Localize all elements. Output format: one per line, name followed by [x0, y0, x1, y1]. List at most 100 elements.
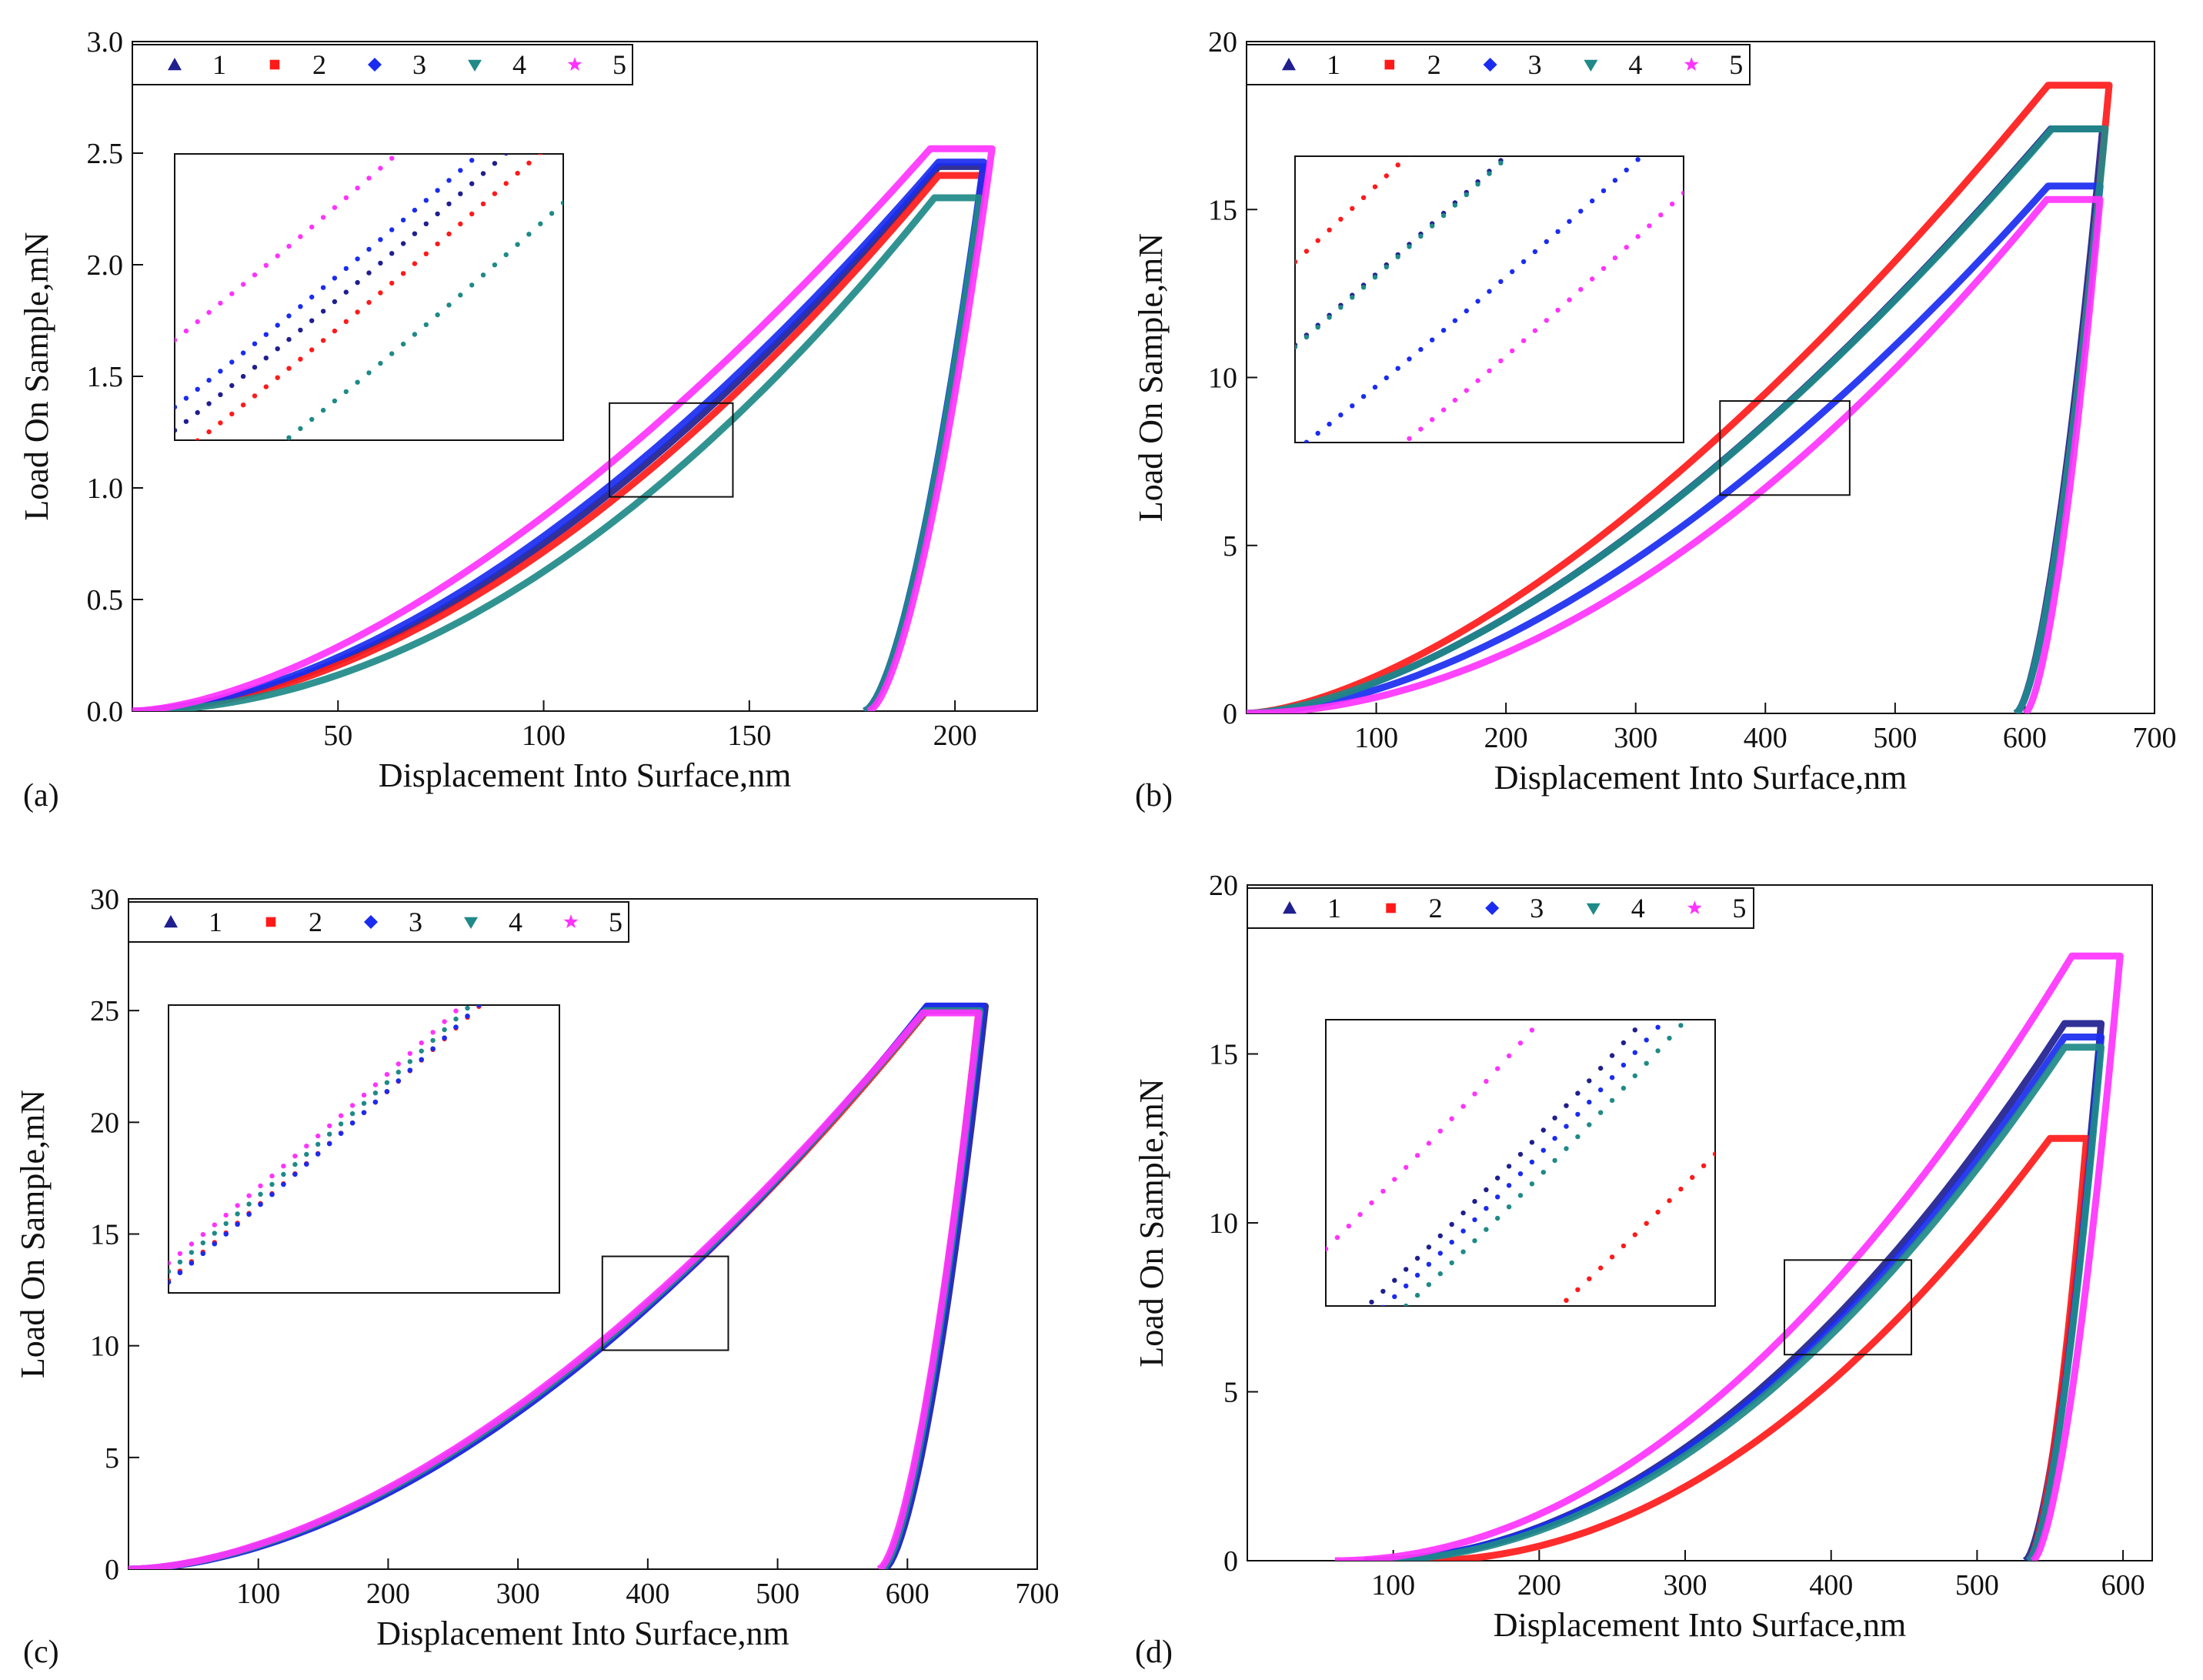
inset-point-2: [1464, 96, 1469, 101]
y-tick-label: 2.0: [87, 249, 124, 282]
curve-group: [1334, 952, 2124, 1561]
inset-point-3: [1347, 1336, 1351, 1341]
inset-point-3: [1540, 1147, 1547, 1153]
x-tick-label: 400: [626, 1578, 669, 1610]
inset-point-4: [235, 1211, 240, 1217]
inset-point-3: [195, 386, 200, 392]
inset-point-5: [1452, 397, 1458, 403]
inset-point-4: [269, 1181, 275, 1187]
inset-point-2: [275, 375, 280, 380]
inset-point-3: [175, 404, 178, 410]
inset-point-4: [1544, 118, 1549, 122]
inset-point-5: [169, 1261, 172, 1266]
inset-point-1: [195, 409, 200, 416]
inset-point-2: [1392, 1448, 1397, 1452]
inset-point-5: [453, 1008, 459, 1014]
inset-point-1: [1655, 1001, 1660, 1006]
inset-panel: [1323, 865, 1716, 1489]
inset-point-5: [1658, 212, 1664, 218]
legend-box: [128, 901, 629, 943]
inset-point-3: [492, 138, 497, 142]
inset-point-1: [1495, 1175, 1500, 1181]
inset-point-5: [177, 1251, 183, 1257]
inset-point-5: [1380, 1188, 1386, 1194]
panel-letter: (a): [23, 778, 59, 813]
inset-point-1: [446, 201, 452, 207]
inset-point-4: [1327, 315, 1332, 320]
x-axis-label: Displacement Into Surface,nm: [1494, 1606, 1906, 1644]
inset-point-2: [561, 129, 566, 134]
inset-point-2: [1347, 1485, 1351, 1489]
inset-point-3: [1564, 1124, 1569, 1129]
legend-marker-2: [1386, 903, 1396, 913]
inset-point-4: [286, 435, 292, 440]
inset-point-1: [1690, 962, 1694, 967]
y-tick-label: 5: [1223, 530, 1237, 563]
x-tick-label: 100: [1371, 1569, 1415, 1602]
inset-point-1: [252, 365, 258, 370]
inset-point-2: [469, 211, 475, 217]
inset-point-2: [446, 231, 452, 237]
inset-point-4: [1347, 1355, 1351, 1360]
inset-point-5: [206, 309, 212, 316]
y-tick-label: 0: [1223, 698, 1237, 730]
inset-point-4: [1460, 1249, 1466, 1254]
inset-point-2: [1427, 1420, 1431, 1424]
inset-point-4: [1655, 1048, 1661, 1054]
x-tick-label: 500: [1955, 1569, 1999, 1602]
inset-point-1: [522, 958, 527, 963]
y-axis-label: Load On Sample,mN: [1133, 1078, 1170, 1367]
inset-point-3: [223, 1231, 229, 1237]
inset-point-5: [1532, 328, 1538, 333]
inset-point-3: [435, 188, 440, 193]
inset-point-2: [1295, 259, 1298, 265]
inset-point-3: [1484, 1206, 1489, 1211]
inset-point-4: [1372, 275, 1378, 280]
panel-letter: (d): [1135, 1635, 1173, 1670]
inset-point-2: [229, 411, 235, 417]
inset-point-1: [1357, 1311, 1362, 1315]
inset-point-5: [1575, 975, 1580, 980]
inset-point-2: [252, 393, 258, 399]
inset-point-5: [315, 1133, 321, 1139]
inset-point-5: [522, 944, 527, 948]
inset-point-3: [1407, 356, 1412, 362]
inset-point-2: [184, 447, 189, 452]
inset-point-2: [1384, 173, 1390, 179]
inset-point-4: [430, 1037, 436, 1044]
inset-point-1: [1555, 104, 1560, 109]
inset-point-3: [1532, 249, 1538, 255]
inset-point-1: [1460, 1210, 1466, 1216]
inset-point-4: [1350, 295, 1355, 300]
inset-point-2: [526, 160, 532, 165]
inset-point-2: [1441, 119, 1446, 123]
inset-point-4: [218, 489, 222, 493]
inset-point-3: [338, 1131, 344, 1136]
inset-point-5: [1404, 1164, 1409, 1171]
legend-marker-2: [1384, 59, 1395, 70]
inset-point-5: [1529, 1027, 1535, 1033]
inset-point-3: [446, 178, 452, 183]
inset-point-2: [1555, 5, 1560, 9]
inset-point-3: [1575, 1111, 1580, 1117]
inset-point-1: [1678, 975, 1683, 980]
inset-curves: [175, 129, 566, 493]
inset-point-1: [458, 191, 463, 196]
x-tick-label: 200: [1484, 722, 1528, 754]
inset-point-4: [1323, 1375, 1328, 1380]
inset-point-4: [488, 984, 492, 989]
inset-point-1: [183, 419, 189, 424]
inset-point-2: [412, 261, 418, 266]
zoom-region-box: [609, 402, 734, 498]
inset-point-1: [175, 428, 178, 433]
inset-point-4: [423, 322, 429, 328]
inset-point-1: [1404, 1267, 1409, 1272]
inset-point-5: [1667, 865, 1671, 870]
y-tick-label: 1.0: [87, 473, 124, 505]
inset-point-3: [1567, 219, 1572, 224]
inset-point-5: [1590, 276, 1595, 282]
inset-point-3: [286, 313, 292, 319]
inset-point-1: [355, 279, 360, 286]
inset-point-5: [1304, 519, 1309, 523]
inset-point-4: [1335, 1365, 1340, 1370]
